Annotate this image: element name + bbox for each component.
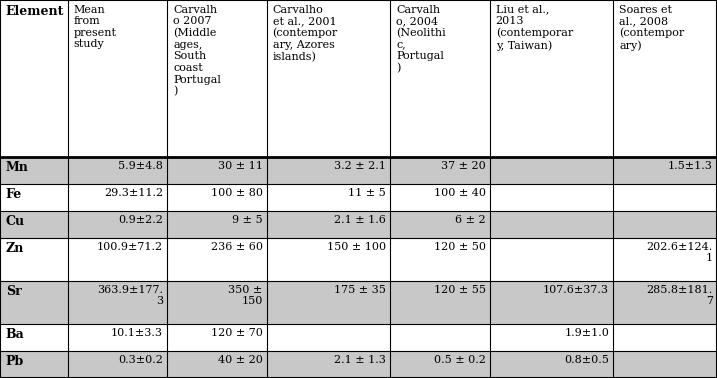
Text: 150 ± 100: 150 ± 100 [327, 242, 386, 251]
Text: 100 ± 80: 100 ± 80 [211, 187, 262, 198]
Bar [0, 324, 717, 351]
Text: 120 ± 50: 120 ± 50 [434, 242, 485, 251]
Text: Zn: Zn [6, 242, 24, 254]
Text: Pb: Pb [6, 355, 24, 368]
Text: Fe: Fe [6, 187, 22, 201]
Text: 175 ± 35: 175 ± 35 [334, 285, 386, 295]
Text: 2.1 ± 1.3: 2.1 ± 1.3 [334, 355, 386, 365]
Text: Carvalh
o, 2004
(Neolithi
c,
Portugal
): Carvalh o, 2004 (Neolithi c, Portugal ) [396, 5, 446, 73]
Text: Element: Element [6, 5, 64, 17]
Text: 100.9±71.2: 100.9±71.2 [97, 242, 163, 251]
Text: 1.9±1.0: 1.9±1.0 [564, 328, 609, 338]
Text: Sr: Sr [6, 285, 22, 298]
Text: 0.3±0.2: 0.3±0.2 [118, 355, 163, 365]
Text: 120 ± 55: 120 ± 55 [434, 285, 485, 295]
Text: 30 ± 11: 30 ± 11 [218, 161, 262, 170]
Text: 202.6±124.
1: 202.6±124. 1 [647, 242, 713, 263]
Bar [0, 0, 717, 157]
Text: 10.1±3.3: 10.1±3.3 [111, 328, 163, 338]
Text: 107.6±37.3: 107.6±37.3 [543, 285, 609, 295]
Text: Carvalh
o 2007
(Middle
ages,
South
coast
Portugal
): Carvalh o 2007 (Middle ages, South coast… [173, 5, 221, 96]
Text: Soares et
al., 2008
(contempor
ary): Soares et al., 2008 (contempor ary) [619, 5, 685, 51]
Text: Mean
from
present
study: Mean from present study [73, 5, 116, 50]
Text: 3.2 ± 2.1: 3.2 ± 2.1 [334, 161, 386, 170]
Text: 40 ± 20: 40 ± 20 [218, 355, 262, 365]
Text: Ba: Ba [6, 328, 24, 341]
Bar [0, 238, 717, 281]
Bar [0, 211, 717, 238]
Text: Carvalho
et al., 2001
(contempor
ary, Azores
islands): Carvalho et al., 2001 (contempor ary, Az… [272, 5, 338, 62]
Text: Liu et al.,
2013
(contemporar
y, Taiwan): Liu et al., 2013 (contemporar y, Taiwan) [495, 5, 573, 51]
Text: 11 ± 5: 11 ± 5 [348, 187, 386, 198]
Bar [0, 281, 717, 324]
Bar [0, 157, 717, 184]
Text: 37 ± 20: 37 ± 20 [441, 161, 485, 170]
Text: 9 ± 5: 9 ± 5 [232, 215, 262, 225]
Bar [0, 184, 717, 211]
Text: 100 ± 40: 100 ± 40 [434, 187, 485, 198]
Text: 6 ± 2: 6 ± 2 [455, 215, 485, 225]
Text: Cu: Cu [6, 215, 25, 228]
Text: Mn: Mn [6, 161, 29, 174]
Text: 29.3±11.2: 29.3±11.2 [104, 187, 163, 198]
Text: 0.5 ± 0.2: 0.5 ± 0.2 [434, 355, 485, 365]
Text: 363.9±177.
3: 363.9±177. 3 [97, 285, 163, 306]
Text: 120 ± 70: 120 ± 70 [211, 328, 262, 338]
Text: 0.9±2.2: 0.9±2.2 [118, 215, 163, 225]
Text: 350 ±
150: 350 ± 150 [228, 285, 262, 306]
Text: 1.5±1.3: 1.5±1.3 [668, 161, 713, 170]
Bar [0, 351, 717, 378]
Text: 2.1 ± 1.6: 2.1 ± 1.6 [334, 215, 386, 225]
Text: 285.8±181.
7: 285.8±181. 7 [647, 285, 713, 306]
Text: 236 ± 60: 236 ± 60 [211, 242, 262, 251]
Text: 0.8±0.5: 0.8±0.5 [564, 355, 609, 365]
Text: 5.9±4.8: 5.9±4.8 [118, 161, 163, 170]
